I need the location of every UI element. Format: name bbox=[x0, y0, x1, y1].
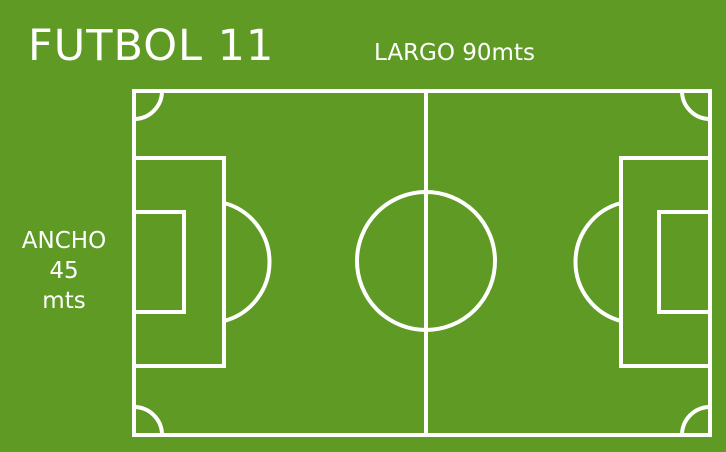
pitch-width-label-line: 45 bbox=[49, 258, 79, 284]
pitch-boundary bbox=[132, 89, 712, 437]
corner-arc-bottom-right bbox=[680, 405, 711, 436]
pitch-width-label: ANCHO 45 mts bbox=[0, 226, 128, 316]
left-penalty-area bbox=[132, 156, 226, 368]
center-circle bbox=[355, 190, 497, 332]
corner-arc-top-right bbox=[680, 90, 711, 121]
right-penalty-area bbox=[619, 156, 712, 368]
left-penalty-arc bbox=[223, 201, 272, 323]
corner-arc-top-left bbox=[133, 90, 164, 121]
pitch-width-label-line: ANCHO bbox=[21, 228, 107, 254]
pitch-width-label-line: mts bbox=[42, 288, 86, 314]
corner-arc-bottom-left bbox=[133, 405, 164, 436]
pitch-length-label: LARGO 90mts bbox=[374, 40, 535, 66]
left-goal-area bbox=[132, 210, 186, 314]
right-goal-area bbox=[657, 210, 712, 314]
right-penalty-arc bbox=[573, 201, 622, 323]
diagram-title: FUTBOL 11 bbox=[28, 21, 275, 71]
